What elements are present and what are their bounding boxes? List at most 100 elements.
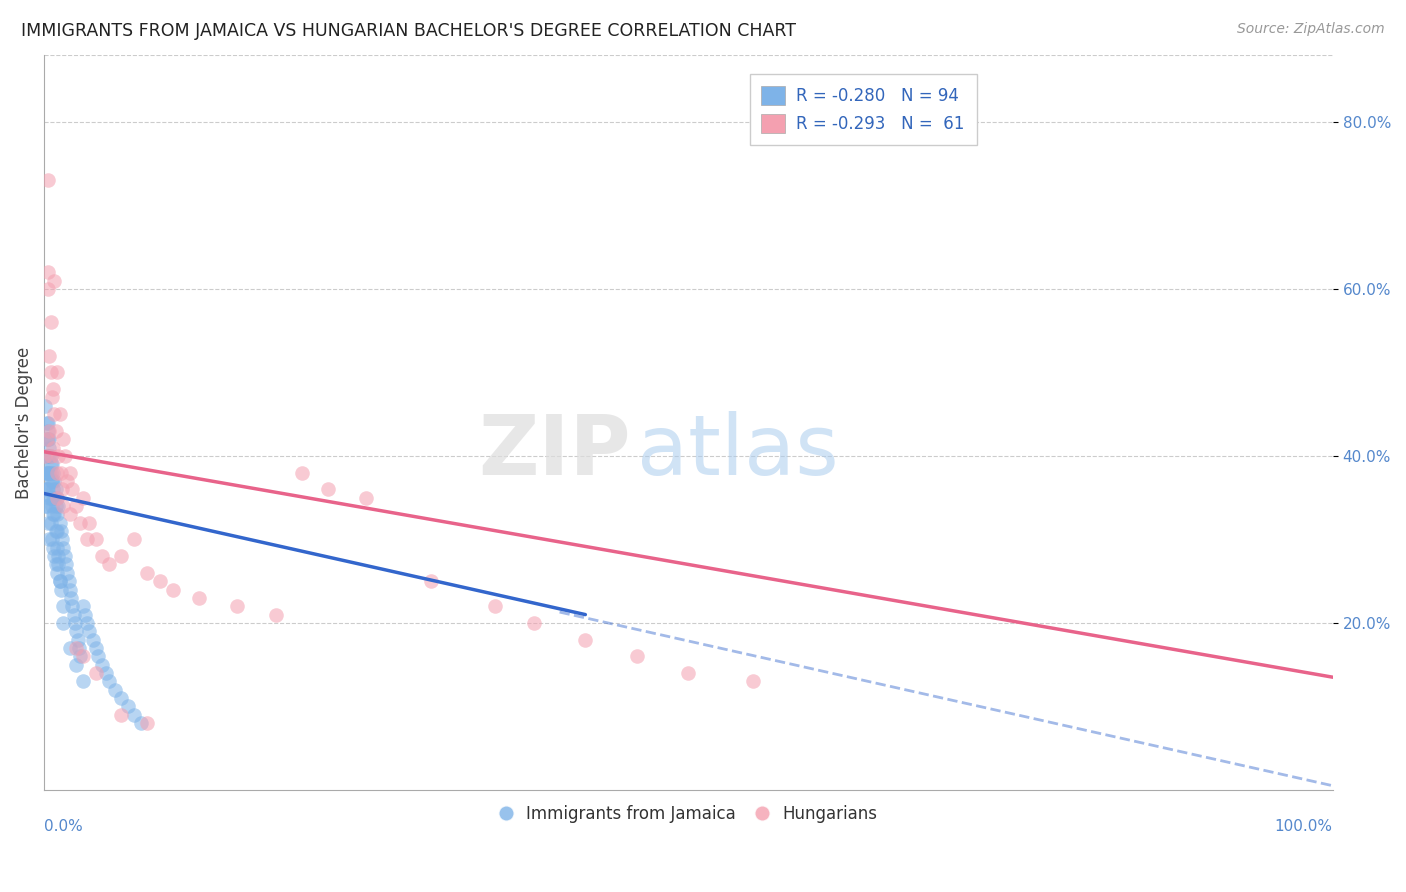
Point: [35, 483, 58, 497]
Point: [37, 516, 59, 530]
Point: [419, 574, 441, 589]
Point: [187, 591, 209, 605]
Point: [37, 173, 59, 187]
Point: [67, 640, 90, 655]
Point: [49, 582, 72, 597]
Point: [39, 366, 62, 380]
Point: [58, 574, 80, 589]
Point: [38, 349, 60, 363]
Text: 100.0%: 100.0%: [1275, 820, 1333, 834]
Point: [65, 657, 87, 672]
Point: [45, 524, 67, 538]
Text: atlas: atlas: [637, 411, 838, 492]
Text: Source: ZipAtlas.com: Source: ZipAtlas.com: [1237, 22, 1385, 37]
Point: [44, 491, 66, 505]
Point: [52, 432, 75, 446]
Point: [104, 682, 127, 697]
Point: [62, 599, 84, 614]
Point: [84, 533, 107, 547]
Point: [52, 541, 75, 555]
Point: [37, 424, 59, 438]
Point: [37, 432, 59, 446]
Point: [48, 574, 70, 589]
Point: [356, 491, 378, 505]
Point: [65, 624, 87, 639]
Point: [59, 640, 82, 655]
Point: [52, 615, 75, 630]
Point: [37, 416, 59, 430]
Point: [39, 449, 62, 463]
Point: [39, 449, 62, 463]
Text: ZIP: ZIP: [478, 411, 630, 492]
Point: [75, 607, 97, 622]
Point: [741, 674, 763, 689]
Point: [46, 466, 69, 480]
Point: [678, 666, 700, 681]
Point: [52, 599, 75, 614]
Point: [136, 566, 159, 580]
Point: [226, 599, 249, 614]
Y-axis label: Bachelor's Degree: Bachelor's Degree: [15, 346, 32, 499]
Point: [46, 449, 69, 463]
Point: [59, 582, 82, 597]
Point: [124, 707, 146, 722]
Point: [38, 466, 60, 480]
Point: [48, 516, 70, 530]
Point: [48, 407, 70, 421]
Point: [42, 483, 65, 497]
Point: [316, 483, 339, 497]
Point: [49, 466, 72, 480]
Point: [69, 649, 91, 664]
Point: [37, 282, 59, 296]
Point: [59, 508, 82, 522]
Point: [72, 649, 94, 664]
Point: [42, 491, 65, 505]
Point: [62, 483, 84, 497]
Point: [34, 466, 56, 480]
Point: [37, 466, 59, 480]
Point: [41, 474, 63, 488]
Point: [45, 424, 67, 438]
Point: [37, 265, 59, 279]
Point: [45, 483, 67, 497]
Point: [110, 549, 132, 563]
Point: [53, 449, 76, 463]
Point: [55, 558, 77, 572]
Point: [44, 508, 66, 522]
Point: [38, 449, 60, 463]
Legend: Immigrants from Jamaica, Hungarians: Immigrants from Jamaica, Hungarians: [492, 798, 884, 830]
Point: [69, 516, 91, 530]
Point: [42, 466, 65, 480]
Point: [62, 607, 84, 622]
Point: [110, 707, 132, 722]
Point: [41, 457, 63, 471]
Point: [124, 533, 146, 547]
Point: [72, 599, 94, 614]
Point: [35, 466, 58, 480]
Point: [87, 649, 110, 664]
Point: [60, 591, 83, 605]
Point: [110, 691, 132, 706]
Point: [46, 549, 69, 563]
Point: [39, 466, 62, 480]
Point: [39, 516, 62, 530]
Point: [162, 582, 184, 597]
Point: [35, 449, 58, 463]
Point: [53, 549, 76, 563]
Point: [46, 541, 69, 555]
Point: [56, 566, 79, 580]
Point: [82, 632, 104, 647]
Point: [34, 399, 56, 413]
Point: [291, 466, 314, 480]
Point: [37, 483, 59, 497]
Point: [94, 666, 117, 681]
Point: [149, 574, 172, 589]
Point: [66, 632, 89, 647]
Point: [42, 382, 65, 396]
Point: [77, 624, 100, 639]
Point: [38, 491, 60, 505]
Point: [117, 699, 139, 714]
Point: [41, 474, 63, 488]
Point: [42, 441, 65, 455]
Point: [46, 491, 69, 505]
